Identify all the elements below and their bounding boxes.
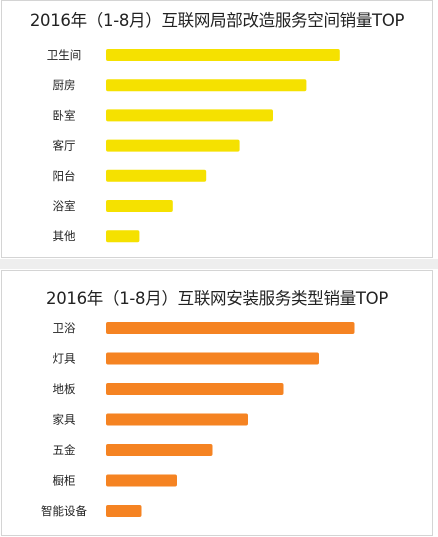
category-label: 灯具 [53,352,76,366]
category-label: 卫浴 [53,321,76,335]
bar [106,322,355,334]
chart-panel-space: 2016年（1-8月）互联网局部改造服务空间销量TOP 卫生间厨房卧室客厅阳台浴… [1,0,433,258]
chart-title: 2016年（1-8月）互联网局部改造服务空间销量TOP [29,11,405,30]
category-label: 厨房 [53,78,76,92]
category-label: 家具 [53,413,76,427]
category-label: 客厅 [53,139,76,153]
bar [106,352,319,365]
bar [106,109,273,122]
bar [106,444,213,456]
bar [106,200,173,212]
category-label: 其他 [53,229,76,243]
category-label: 地板 [53,382,76,396]
chart-panel-install: 2016年（1-8月）互联网安装服务类型销量TOP 卫浴灯具地板家具五金橱柜智能… [1,270,433,536]
category-label: 五金 [53,443,76,457]
bar [106,383,284,395]
category-label: 卫生间 [47,48,82,62]
chart-title: 2016年（1-8月）互联网安装服务类型销量TOP [46,289,388,308]
category-label: 橱柜 [53,474,76,488]
bar [106,505,142,517]
bar [106,169,207,182]
bar [106,79,307,92]
bar [106,139,240,152]
bar [106,413,248,426]
category-label: 卧室 [53,108,76,122]
panel-separator [0,259,438,269]
category-label: 智能设备 [41,504,87,518]
category-label: 浴室 [53,199,76,213]
bar [106,49,340,61]
bar [106,474,177,487]
category-label: 阳台 [53,169,76,183]
bar [106,230,140,243]
